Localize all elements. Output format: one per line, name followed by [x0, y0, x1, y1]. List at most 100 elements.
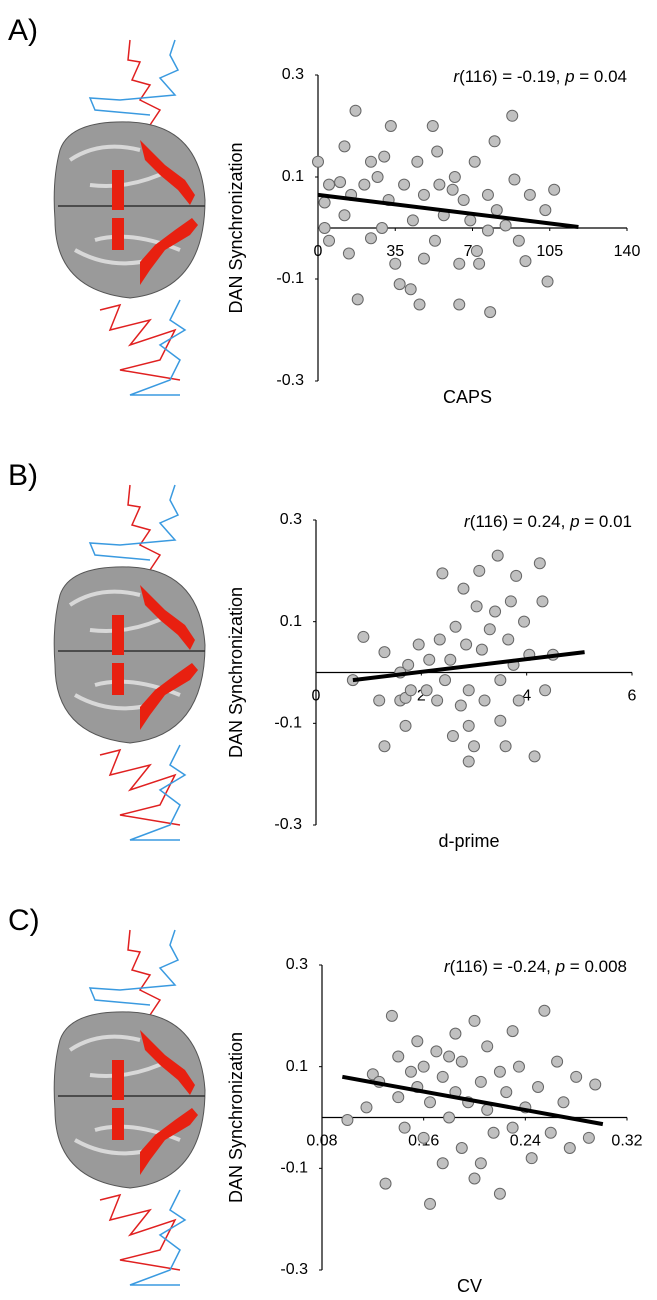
data-point	[494, 1066, 505, 1077]
data-point	[399, 1122, 410, 1133]
data-point	[471, 601, 482, 612]
data-point	[450, 1028, 461, 1039]
data-point	[393, 1051, 404, 1062]
data-point	[447, 184, 458, 195]
data-point	[386, 1010, 397, 1021]
data-point	[526, 1153, 537, 1164]
data-point	[469, 1015, 480, 1026]
data-point	[507, 1026, 518, 1037]
data-point	[469, 156, 480, 167]
data-point	[495, 715, 506, 726]
data-point	[374, 695, 385, 706]
data-point	[365, 233, 376, 244]
data-point	[431, 1046, 442, 1057]
data-point	[352, 294, 363, 305]
data-point	[390, 258, 401, 269]
data-point	[380, 1178, 391, 1189]
data-point	[434, 179, 445, 190]
data-point	[571, 1071, 582, 1082]
data-point	[465, 215, 476, 226]
x-tick-label: 105	[536, 243, 563, 260]
x-tick-label: 0.08	[306, 1133, 337, 1150]
x-tick-label: 0.32	[611, 1133, 642, 1150]
data-point	[335, 177, 346, 188]
data-point	[537, 596, 548, 607]
data-point	[412, 156, 423, 167]
data-point	[471, 245, 482, 256]
data-point	[450, 621, 461, 632]
data-point	[463, 756, 474, 767]
data-point	[505, 596, 516, 607]
annotation-part: (116) = -0.19,	[459, 67, 565, 86]
y-tick-label: 0.3	[280, 511, 302, 528]
data-point	[552, 1056, 563, 1067]
data-point	[379, 151, 390, 162]
panel-label: A)	[8, 14, 38, 47]
figure: A)-0.3-0.10.10.303570105140CAPSDAN Synch…	[0, 0, 657, 1300]
data-point	[590, 1079, 601, 1090]
data-point	[412, 1036, 423, 1047]
y-tick-label: 0.1	[286, 1058, 308, 1075]
data-point	[421, 685, 432, 696]
data-point	[434, 634, 445, 645]
data-point	[542, 276, 553, 287]
data-point	[379, 741, 390, 752]
data-point	[385, 121, 396, 132]
data-point	[469, 741, 480, 752]
y-tick-label: -0.3	[274, 816, 302, 833]
annotation-part: = 0.008	[565, 957, 627, 976]
y-tick-label: -0.1	[274, 715, 302, 732]
data-point	[534, 558, 545, 569]
data-point	[511, 570, 522, 581]
annotation-part: p	[569, 512, 579, 531]
data-point	[437, 1158, 448, 1169]
data-point	[482, 1041, 493, 1052]
data-point	[540, 685, 551, 696]
data-point	[469, 1173, 480, 1184]
data-point	[520, 256, 531, 267]
y-tick-label: 0.1	[280, 613, 302, 630]
data-point	[491, 205, 502, 216]
data-point	[475, 1158, 486, 1169]
data-point	[454, 299, 465, 310]
data-point	[489, 136, 500, 147]
data-point	[324, 235, 335, 246]
brain-illustration	[54, 40, 205, 395]
data-point	[474, 258, 485, 269]
data-point	[509, 174, 520, 185]
data-point	[425, 1198, 436, 1209]
data-point	[475, 1076, 486, 1087]
data-point	[484, 624, 495, 635]
data-point	[427, 121, 438, 132]
data-point	[424, 654, 435, 665]
data-point	[583, 1132, 594, 1143]
data-point	[379, 647, 390, 658]
data-point	[456, 1143, 467, 1154]
data-point	[319, 223, 330, 234]
annotation: r(116) = -0.24, p = 0.008	[444, 957, 627, 976]
data-point	[394, 279, 405, 290]
data-point	[365, 156, 376, 167]
y-tick-label: 0.1	[282, 168, 304, 185]
data-point	[507, 1122, 518, 1133]
data-point	[500, 220, 511, 231]
data-point	[339, 210, 350, 221]
data-point	[488, 1127, 499, 1138]
data-point	[418, 189, 429, 200]
data-point	[342, 1115, 353, 1126]
data-point	[482, 1104, 493, 1115]
data-point	[377, 223, 388, 234]
data-point	[513, 235, 524, 246]
data-point	[458, 583, 469, 594]
annotation-part: = 0.01	[580, 512, 632, 531]
data-point	[458, 194, 469, 205]
data-point	[359, 179, 370, 190]
panel-label: B)	[8, 459, 38, 492]
x-axis-title: d-prime	[438, 831, 499, 851]
data-point	[482, 225, 493, 236]
data-point	[455, 700, 466, 711]
data-point	[444, 1112, 455, 1123]
data-point	[490, 606, 501, 617]
annotation-part: p	[564, 67, 574, 86]
data-point	[461, 639, 472, 650]
